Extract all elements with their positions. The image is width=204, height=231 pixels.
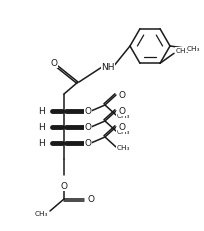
Text: O: O bbox=[84, 123, 91, 132]
Text: O: O bbox=[84, 107, 91, 116]
Text: O: O bbox=[88, 195, 94, 204]
Text: CH₃: CH₃ bbox=[175, 48, 188, 54]
Text: CH₃: CH₃ bbox=[116, 144, 130, 150]
Text: CH₃: CH₃ bbox=[116, 128, 130, 134]
Text: CH₃: CH₃ bbox=[34, 210, 48, 216]
Text: O: O bbox=[50, 59, 57, 68]
Text: H: H bbox=[38, 123, 45, 132]
Text: H: H bbox=[38, 139, 45, 148]
Text: O: O bbox=[84, 139, 91, 148]
Text: O: O bbox=[60, 182, 67, 191]
Text: O: O bbox=[118, 123, 125, 132]
Text: NH: NH bbox=[101, 63, 114, 72]
Text: O: O bbox=[118, 91, 125, 100]
Text: O: O bbox=[118, 107, 125, 116]
Text: CH₃: CH₃ bbox=[186, 46, 200, 52]
Text: H: H bbox=[38, 107, 45, 116]
Text: CH₃: CH₃ bbox=[116, 112, 130, 119]
